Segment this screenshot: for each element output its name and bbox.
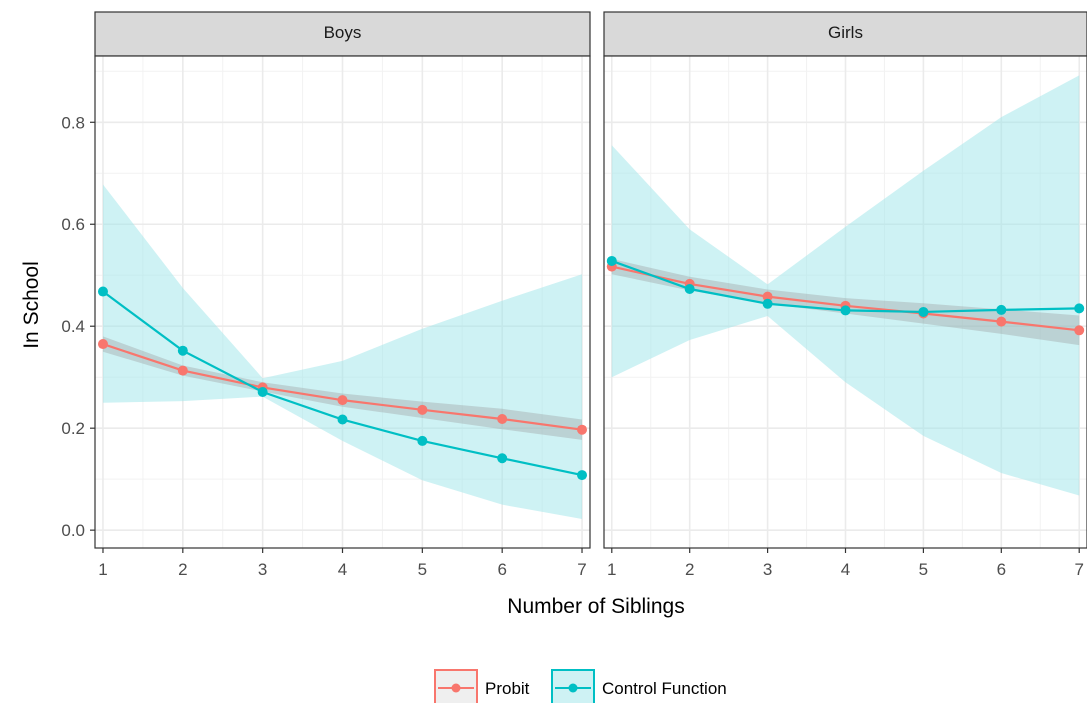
probit-point [762,291,773,302]
x-tick-label: 2 [178,560,187,579]
facet-strip [603,11,1087,57]
axis-titles: Number of Siblings In School [20,261,685,618]
probit-point [577,424,588,435]
x-tick-label: 6 [497,560,506,579]
y-axis-title: In School [20,261,43,349]
x-tick-label: 4 [841,560,850,579]
x-tick-label: 4 [338,560,347,579]
legend-key-control-function [551,669,595,703]
legend-label-probit: Probit [485,679,530,698]
y-tick-label: 0.4 [61,317,85,336]
x-tick-label: 3 [258,560,267,579]
panel-boys: Boys 1 2 3 4 5 6 7 0.0 0.2 0.4 0.6 0.8 [61,11,591,579]
probit-point [1074,325,1085,336]
control-function-ci-band [611,75,1080,496]
control-function-point [417,435,428,446]
legend: Probit Control Function [434,669,727,703]
control-function-point [177,345,188,356]
control-function-point [996,304,1007,315]
panels: Boys 1 2 3 4 5 6 7 0.0 0.2 0.4 0.6 0.8 Girls 1 2 3 4 5 6 7 [61,11,1087,579]
control-function-point [762,298,773,309]
control-function-point [1074,303,1085,314]
x-tick-label: 7 [577,560,586,579]
x-axis-title: Number of Siblings [507,595,684,618]
facet-label: Girls [828,23,863,42]
control-function-point [97,286,108,297]
probit-point [177,365,188,376]
control-function-point [684,283,695,294]
x-tick-label: 2 [685,560,694,579]
x-tick-label: 5 [418,560,427,579]
x-tick-label: 1 [607,560,616,579]
control-function-point [606,255,617,266]
y-tick-label: 0.2 [61,419,85,438]
control-function-point [577,470,588,481]
facet-label: Boys [324,23,362,42]
x-tick-label: 6 [997,560,1006,579]
control-function-point [918,306,929,317]
x-tick-label: 5 [919,560,928,579]
control-function-point [337,414,348,425]
x-tick-label: 1 [98,560,107,579]
y-tick-label: 0.6 [61,215,85,234]
x-tick-label: 7 [1074,560,1083,579]
probit-point [497,414,508,425]
y-tick-label: 0.0 [61,521,85,540]
probit-point [417,404,428,415]
control-function-point [840,305,851,316]
control-function-ci-band [102,184,583,519]
probit-point [337,395,348,406]
control-function-point [497,453,508,464]
probit-point [996,316,1007,327]
legend-key-probit [434,669,478,703]
probit-point [97,339,108,350]
x-tick-label: 3 [763,560,772,579]
panel-girls: Girls 1 2 3 4 5 6 7 [603,11,1087,579]
y-tick-label: 0.8 [61,113,85,132]
legend-label-control-function: Control Function [602,679,727,698]
control-function-point [257,386,268,397]
facet-strip [94,11,591,57]
